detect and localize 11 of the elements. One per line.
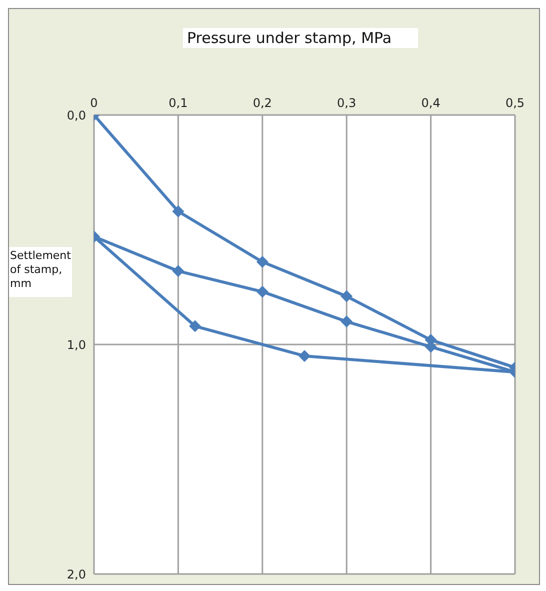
y-tick-label: 1,0 [66,338,86,352]
x-tick-label: 0,4 [421,96,440,110]
x-tick-label: 0,1 [168,96,188,110]
x-tick-label: 0,2 [252,96,272,110]
x-tick-label: 0,3 [337,96,356,110]
x-axis-title: Pressure under stamp, MPa [183,28,418,48]
x-tick-label: 0,5 [505,96,525,110]
x-tick-label: 0 [90,96,98,110]
y-axis-title: Settlement of stamp, mm [9,247,72,297]
y-tick-label: 2,0 [66,567,86,582]
y-tick-label: 0,0 [66,108,86,122]
